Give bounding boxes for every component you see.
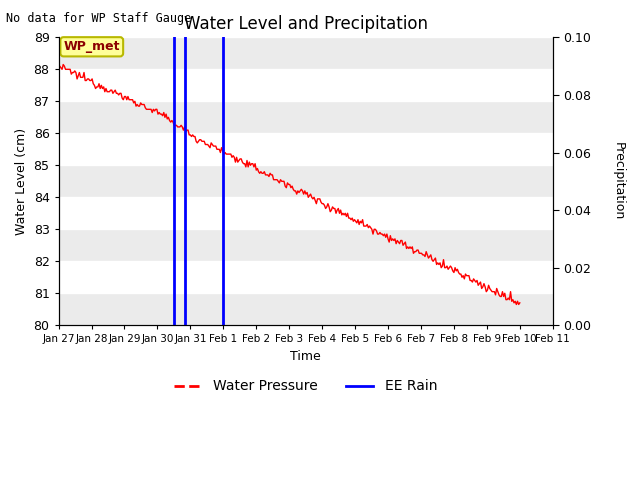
Legend: Water Pressure, EE Rain: Water Pressure, EE Rain — [169, 374, 443, 399]
X-axis label: Time: Time — [291, 350, 321, 363]
Title: Water Level and Precipitation: Water Level and Precipitation — [184, 15, 428, 33]
Bar — [59, 229, 553, 261]
Bar — [59, 101, 553, 133]
Bar — [59, 133, 553, 165]
Y-axis label: Water Level (cm): Water Level (cm) — [15, 128, 28, 235]
Bar — [59, 197, 553, 229]
Y-axis label: Precipitation: Precipitation — [612, 142, 625, 220]
Bar — [59, 37, 553, 69]
Text: WP_met: WP_met — [63, 40, 120, 53]
Bar — [59, 165, 553, 197]
Bar — [59, 293, 553, 325]
Bar — [59, 69, 553, 101]
Bar — [59, 261, 553, 293]
Text: No data for WP Staff Gauge: No data for WP Staff Gauge — [6, 12, 191, 25]
